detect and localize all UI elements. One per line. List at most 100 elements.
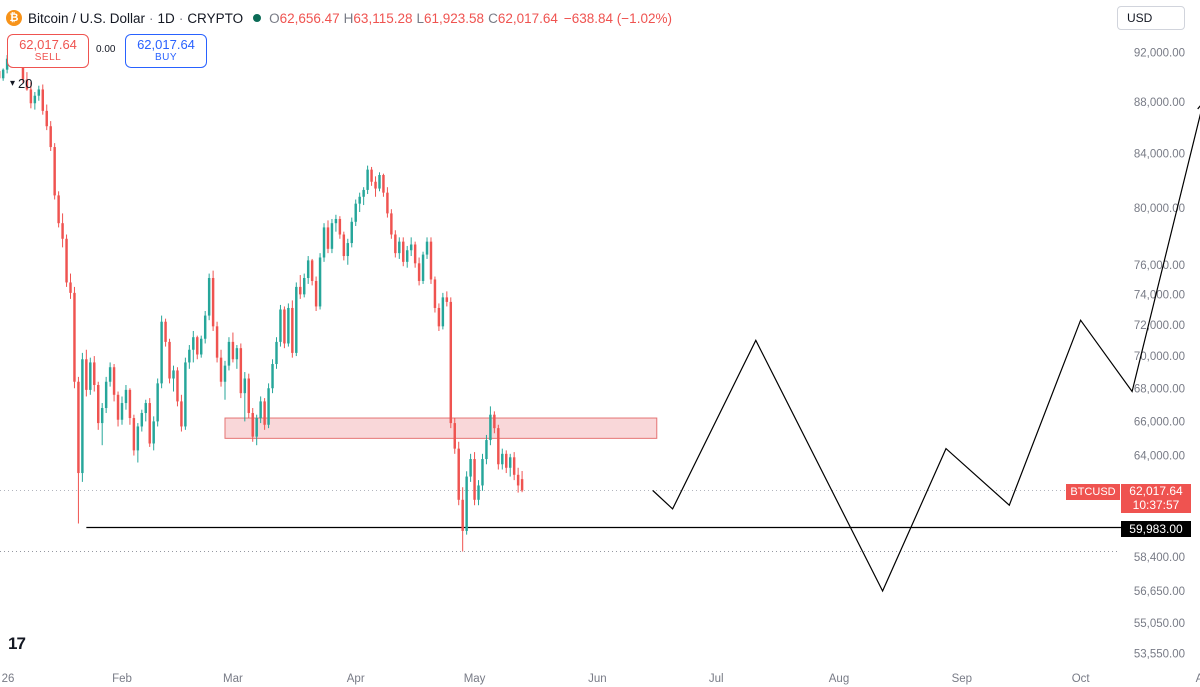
buy-label: BUY	[154, 52, 178, 63]
candle-body	[148, 403, 151, 444]
candle-body	[144, 403, 147, 414]
candle-body	[508, 457, 512, 468]
price-tick-label: 84,000.00	[1134, 149, 1185, 161]
candle-body	[461, 499, 464, 531]
candle-body	[346, 243, 350, 257]
time-axis[interactable]: 26 Feb Mar Apr May Jun Jul Aug Sep Oct A	[2, 673, 1200, 685]
candle-body	[196, 337, 199, 355]
candle-body	[409, 244, 413, 251]
candle-body	[164, 321, 167, 342]
candle-body	[310, 260, 314, 281]
candle-body	[322, 227, 326, 258]
candle-body	[124, 389, 128, 404]
tradingview-logo-icon[interactable]: 17	[8, 634, 26, 653]
chevron-down-icon: ▾	[10, 78, 16, 89]
candle-body	[192, 337, 195, 350]
candle-body	[493, 414, 496, 429]
candle-body	[136, 426, 140, 451]
time-tick-label: 26	[2, 673, 15, 685]
candle-body	[433, 279, 437, 308]
candle-body	[465, 476, 468, 531]
candle-body	[176, 370, 179, 402]
candle-body	[188, 349, 191, 363]
high-value: 63,115.28	[353, 10, 413, 26]
candle-body	[41, 89, 45, 111]
candle-body	[505, 453, 508, 468]
candle-body	[405, 250, 409, 262]
candle-body	[231, 341, 235, 360]
candle-body	[287, 307, 290, 344]
candle-body	[211, 277, 215, 327]
candle-body	[140, 413, 144, 427]
candle-body	[267, 388, 270, 425]
buy-price: 62,017.64	[137, 37, 195, 52]
candle-body	[314, 280, 318, 307]
candle-body	[49, 126, 52, 148]
candle-body	[350, 221, 353, 244]
time-tick-label: Sep	[952, 673, 972, 685]
candle-body	[390, 213, 393, 235]
last-price: 62,017.64	[1129, 484, 1183, 498]
horizontal-level-badge: 59,983.00	[1121, 521, 1191, 537]
candle-body	[437, 307, 441, 327]
candle-body	[302, 277, 306, 295]
close-label: C	[488, 10, 498, 26]
candle-body	[386, 192, 389, 214]
candle-body	[473, 459, 476, 500]
candle-body	[37, 89, 41, 96]
exchange: CRYPTO	[187, 10, 244, 26]
candle-body	[85, 359, 88, 390]
candle-body	[100, 408, 104, 424]
sell-button[interactable]: 62,017.64 SELL	[7, 34, 89, 68]
candle-body	[366, 169, 369, 190]
bar-countdown: 10:37:57	[1132, 498, 1180, 512]
candle-body	[374, 181, 377, 189]
candle-body	[29, 89, 33, 104]
currency-selector[interactable]: USD	[1117, 6, 1185, 30]
candle-body	[97, 384, 100, 424]
candle-body	[489, 414, 492, 441]
time-tick-label: Mar	[223, 673, 243, 685]
candle-body	[501, 453, 504, 465]
candle-body	[69, 282, 72, 293]
time-tick-label: Feb	[112, 673, 132, 685]
interval[interactable]: 1D	[157, 10, 175, 26]
candle-body	[295, 286, 298, 353]
price-axis[interactable]: 92,000.00 88,000.00 84,000.00 80,000.00 76,0…	[1134, 48, 1185, 661]
candle-body	[65, 238, 68, 283]
resistance-zone	[224, 417, 658, 439]
time-tick-label: Oct	[1072, 673, 1091, 685]
candle-body	[184, 362, 187, 427]
candle-body	[180, 401, 183, 427]
candle-body	[330, 223, 334, 249]
time-tick-label: May	[464, 673, 486, 685]
open-label: O	[269, 10, 280, 26]
candle-body	[132, 418, 136, 451]
candle-body	[77, 381, 80, 474]
separator-dot: ·	[149, 10, 154, 26]
price-tick-label: 74,000.00	[1134, 289, 1185, 301]
resistance-zone-rect	[224, 417, 658, 439]
symbol-price-badge: BTCUSD	[1066, 484, 1120, 500]
candle-body	[271, 364, 274, 389]
indicator-legend-toggle[interactable]: ▾ 20	[10, 76, 33, 91]
candle-body	[457, 448, 460, 500]
candle-body	[413, 244, 417, 264]
candle-body	[73, 292, 76, 382]
candle-body	[227, 341, 231, 366]
buy-button[interactable]: 62,017.64 BUY	[125, 34, 207, 68]
candle-body	[520, 479, 524, 491]
candle-body	[251, 413, 254, 437]
projection-line	[652, 113, 1200, 593]
bitcoin-logo-icon: ₿	[6, 10, 22, 26]
high-label: H	[343, 10, 354, 26]
candle-body	[516, 474, 520, 486]
candle-body	[219, 357, 223, 382]
candle-body	[334, 218, 338, 224]
time-tick-label: Aug	[829, 673, 849, 685]
price-tick-label: 76,000.00	[1134, 260, 1185, 272]
candle-body	[318, 257, 322, 307]
open-value: 62,656.47	[279, 10, 340, 26]
